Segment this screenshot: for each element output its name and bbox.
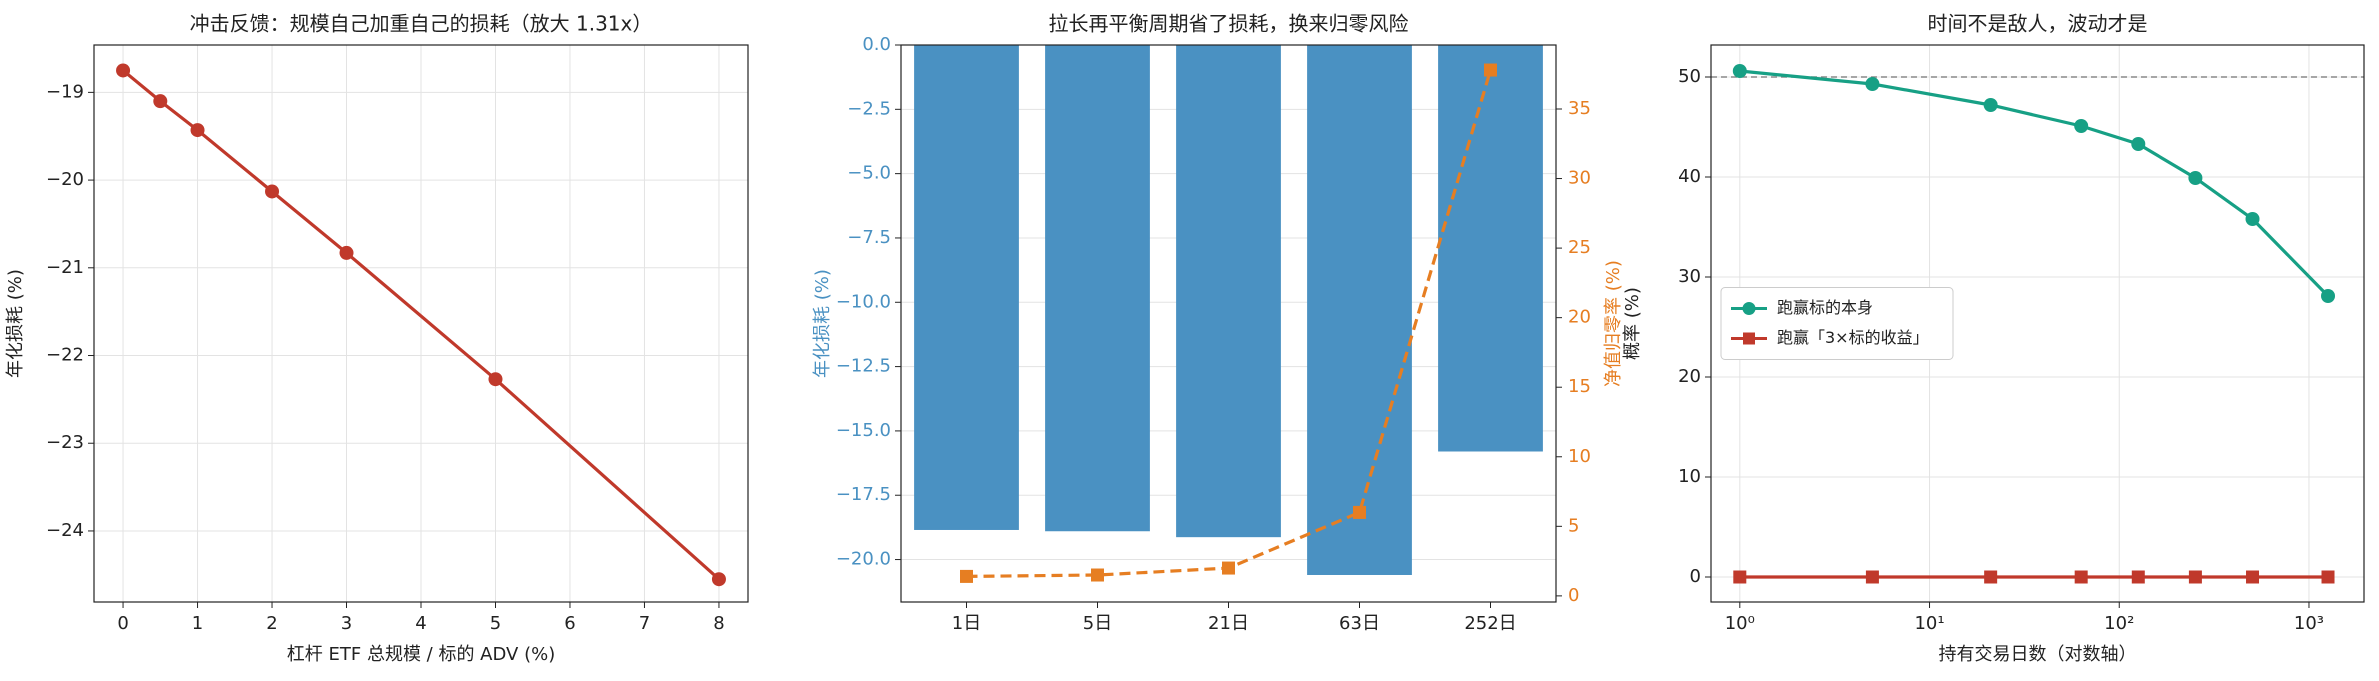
marker (265, 184, 280, 199)
marker (190, 123, 205, 138)
marker (2246, 570, 2260, 584)
x-axis-label: 持有交易日数（对数轴） (1939, 644, 2137, 665)
legend-box (1720, 287, 1954, 360)
x-tick-label: 8 (713, 613, 724, 634)
marker (1353, 505, 1366, 519)
x-tick-label: 0 (117, 613, 128, 634)
y2-tick-label: 25 (1568, 237, 1591, 258)
marker (2131, 137, 2146, 151)
x-tick-label: 10⁰ (1725, 613, 1755, 634)
marker (1484, 63, 1497, 77)
bar (1045, 45, 1150, 532)
marker (2188, 171, 2203, 185)
x-tick-label: 21日 (1208, 613, 1249, 634)
y-tick-label: −24 (46, 520, 84, 541)
marker (153, 94, 168, 109)
marker (1222, 561, 1235, 575)
y-tick-label: 30 (1678, 266, 1701, 287)
y-tick-label: 10 (1678, 466, 1701, 487)
y2-tick-label: 5 (1568, 515, 1579, 536)
bar (1176, 45, 1281, 538)
bar (914, 45, 1019, 530)
y-tick-label: −23 (46, 432, 84, 453)
y-tick-label: 20 (1678, 366, 1701, 387)
y-axis-label: 概率 (%) (1622, 287, 1643, 360)
chart-title: 时间不是敌人，波动才是 (1928, 12, 2148, 36)
marker (711, 572, 726, 587)
x-tick-label: 5日 (1083, 613, 1112, 634)
y-tick-label: −10.0 (836, 291, 891, 312)
y2-tick-label: 35 (1568, 98, 1591, 119)
marker (2321, 570, 2335, 584)
marker (488, 372, 503, 387)
marker (1732, 64, 1747, 78)
marker (960, 569, 973, 583)
legend-marker (1742, 302, 1756, 315)
marker (1733, 570, 1747, 584)
y-tick-label: 40 (1678, 166, 1701, 187)
y-tick-label: −19 (46, 81, 84, 102)
marker (2188, 570, 2202, 584)
y2-tick-label: 20 (1568, 307, 1591, 328)
marker (2074, 570, 2088, 584)
marker (116, 63, 131, 78)
x-tick-label: 5 (490, 613, 501, 634)
y-tick-label: −15.0 (836, 420, 891, 441)
y-tick-label: −7.5 (847, 227, 891, 248)
x-tick-label: 7 (639, 613, 650, 634)
bar (1438, 45, 1543, 452)
x-tick-label: 252日 (1464, 613, 1516, 634)
x-tick-label: 2 (266, 613, 277, 634)
chart-title: 拉长再平衡周期省了损耗，换来归零风险 (1049, 12, 1409, 36)
y2-tick-label: 30 (1568, 168, 1591, 189)
plot-frame (93, 44, 749, 603)
y-tick-label: 50 (1678, 66, 1701, 87)
plot-frame (900, 44, 1557, 603)
marker (2245, 212, 2260, 226)
y-tick-label: −20 (46, 169, 84, 190)
x-tick-label: 1日 (952, 613, 981, 634)
y-tick-label: −22 (46, 345, 84, 366)
marker (1865, 77, 1880, 91)
marker (2074, 119, 2089, 133)
y-tick-label: −17.5 (836, 484, 891, 505)
marker (2131, 570, 2145, 584)
x-tick-label: 63日 (1339, 613, 1380, 634)
marker (1091, 568, 1104, 582)
bar (1307, 45, 1412, 575)
y-tick-label: −5.0 (847, 163, 891, 184)
marker (1865, 570, 1879, 584)
legend-label: 跑赢「3×标的收益」 (1777, 328, 1929, 347)
marker (339, 245, 354, 260)
y2-axis-label: 净值归零率 (%) (1603, 260, 1624, 387)
marker (2321, 289, 2336, 303)
x-tick-label: 3 (341, 613, 352, 634)
chart-title: 冲击反馈：规模自己加重自己的损耗（放大 1.31x） (190, 12, 653, 36)
y-axis-label: 年化损耗 (%) (5, 269, 26, 378)
x-tick-label: 1 (192, 613, 203, 634)
y-tick-label: −2.5 (847, 98, 891, 119)
line (1739, 69, 2330, 298)
marker (1983, 98, 1998, 112)
y-tick-label: −12.5 (836, 356, 891, 377)
y2-tick-label: 0 (1568, 585, 1579, 606)
x-tick-label: 10² (2104, 613, 2134, 634)
plot-frame (1710, 44, 2365, 603)
x-tick-label: 4 (415, 613, 426, 634)
y2-tick-label: 10 (1568, 446, 1591, 467)
x-tick-label: 6 (564, 613, 575, 634)
x-axis-label: 杠杆 ETF 总规模 / 标的 ADV (%) (287, 644, 555, 665)
marker (1984, 570, 1998, 584)
x-tick-label: 10³ (2294, 613, 2324, 634)
legend-label: 跑赢标的本身 (1777, 298, 1873, 317)
x-tick-label: 10¹ (1914, 613, 1944, 634)
y-tick-label: −20.0 (836, 549, 891, 570)
y-tick-label: 0.0 (862, 34, 891, 55)
y-tick-label: −21 (46, 257, 84, 278)
y-tick-label: 0 (1690, 566, 1701, 587)
y2-tick-label: 15 (1568, 376, 1591, 397)
y-axis-label: 年化损耗 (%) (812, 269, 833, 378)
legend-marker (1743, 332, 1755, 345)
